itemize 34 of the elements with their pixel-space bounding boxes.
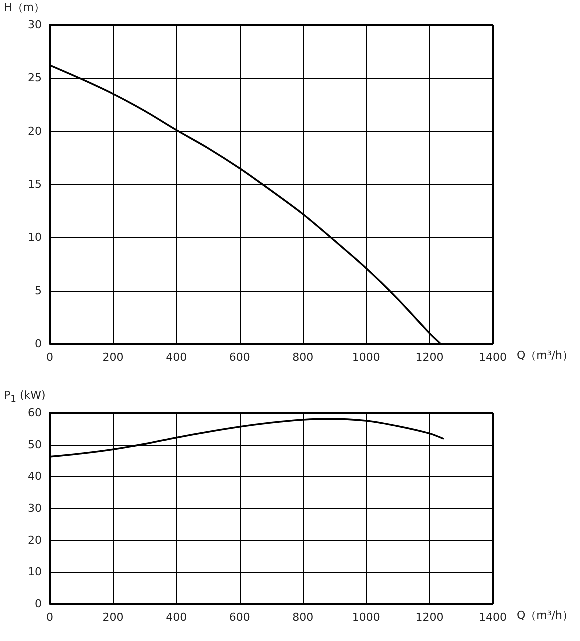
y-tick-label: 10 [28, 231, 42, 244]
x-tick-label: 1000 [352, 351, 380, 364]
x-tick-label: 1400 [479, 351, 507, 364]
y-axis-title: P$_{1}$ (kW) [4, 389, 46, 408]
y-tick-label: 20 [28, 124, 42, 138]
x-tick-label: 400 [166, 351, 188, 364]
x-tick-label: 200 [102, 351, 124, 364]
x-axis-title: Q（m³/h） [517, 349, 574, 362]
x-tick-label: 600 [229, 351, 250, 364]
y-tick-label: 0 [35, 598, 42, 610]
x-tick-label: 1200 [416, 351, 444, 364]
y-tick-label: 20 [28, 534, 42, 547]
y-tick-label: 50 [28, 438, 42, 452]
x-tick-label: 800 [292, 611, 314, 624]
y-tick-label: 30 [28, 18, 42, 32]
y-tick-label: 0 [35, 338, 42, 350]
y-tick-label: 25 [28, 72, 42, 85]
x-tick-label: 600 [229, 611, 250, 624]
y-tick-label: 10 [28, 566, 42, 579]
x-tick-label: 1200 [416, 611, 444, 624]
x-tick-label: 800 [292, 351, 314, 364]
x-tick-label: 400 [166, 611, 188, 624]
x-tick-label: 1400 [479, 611, 507, 624]
y-tick-label: 30 [28, 502, 42, 515]
y-tick-label: 15 [28, 178, 42, 191]
x-axis-title: Q（m³/h） [517, 609, 574, 622]
x-tick-label: 1000 [352, 611, 380, 624]
x-tick-label: 0 [46, 611, 54, 624]
x-tick-label: 0 [46, 351, 54, 364]
y-tick-label: 5 [35, 284, 42, 298]
y-tick-label: 40 [28, 470, 42, 484]
x-tick-label: 200 [102, 611, 124, 624]
y-tick-label: 60 [28, 406, 42, 420]
y-axis-title: H（m） [4, 1, 45, 15]
